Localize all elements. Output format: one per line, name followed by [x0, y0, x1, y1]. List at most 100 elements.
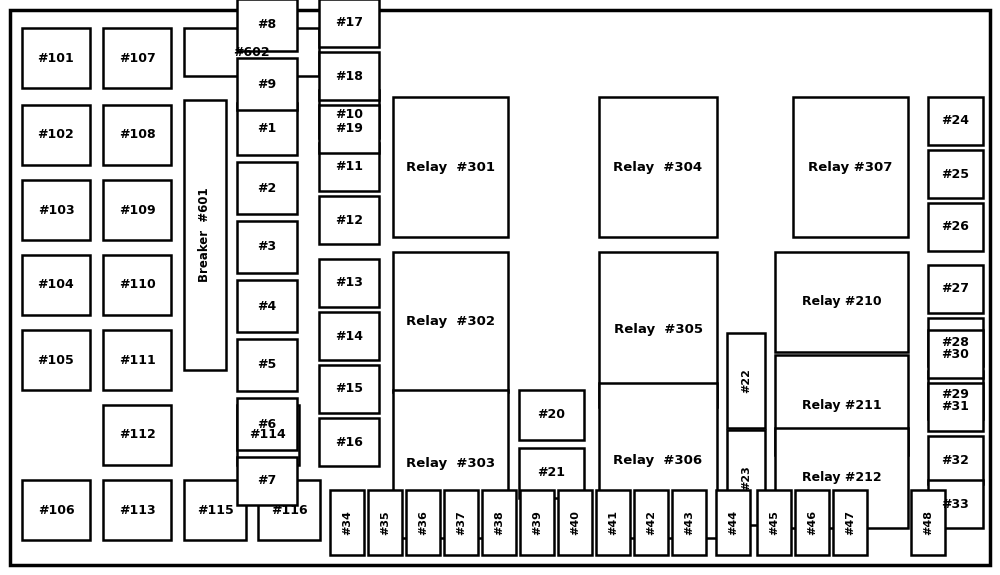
Bar	[237, 0, 297, 51]
Bar	[928, 480, 983, 528]
Text: #5: #5	[257, 358, 277, 371]
Text: #108: #108	[119, 128, 155, 141]
Bar	[22, 180, 90, 240]
Text: #25: #25	[942, 167, 970, 181]
Bar	[330, 490, 364, 555]
Bar	[22, 480, 90, 540]
Text: #18: #18	[335, 70, 363, 82]
Text: Breaker  #601: Breaker #601	[198, 187, 212, 282]
Bar	[716, 490, 750, 555]
Text: Relay #212: Relay #212	[802, 472, 881, 485]
Text: #109: #109	[119, 204, 155, 217]
Bar	[237, 221, 297, 273]
Bar	[596, 490, 630, 555]
Text: #113: #113	[119, 504, 155, 516]
Text: #27: #27	[942, 282, 970, 296]
Text: #14: #14	[335, 329, 363, 343]
Text: #42: #42	[646, 510, 656, 535]
Text: #47: #47	[845, 510, 855, 535]
Text: #12: #12	[335, 213, 363, 227]
Bar	[258, 480, 320, 540]
Bar	[237, 398, 297, 450]
Text: #22: #22	[741, 368, 751, 393]
Text: #35: #35	[380, 510, 390, 535]
Text: #24: #24	[942, 114, 970, 128]
Text: #1: #1	[257, 122, 277, 136]
Text: Relay #211: Relay #211	[802, 398, 881, 412]
Text: #17: #17	[335, 17, 363, 29]
Bar	[103, 405, 171, 465]
Text: #7: #7	[257, 474, 277, 488]
Text: #34: #34	[342, 510, 352, 535]
Text: #8: #8	[257, 18, 277, 32]
Text: #3: #3	[257, 240, 277, 254]
Text: #33: #33	[942, 497, 969, 511]
Text: Relay  #305: Relay #305	[614, 323, 702, 336]
Text: #13: #13	[335, 277, 363, 289]
Bar	[319, 312, 379, 360]
Bar	[319, 196, 379, 244]
Text: #32: #32	[942, 454, 969, 466]
Text: #9: #9	[257, 78, 277, 90]
Text: #107: #107	[119, 52, 155, 64]
Text: Relay #210: Relay #210	[802, 296, 881, 309]
Text: #15: #15	[335, 382, 363, 396]
Text: #21: #21	[538, 466, 566, 480]
Bar	[406, 490, 440, 555]
Text: #102: #102	[38, 128, 74, 141]
Bar	[775, 355, 908, 455]
Bar	[482, 490, 516, 555]
Bar	[103, 330, 171, 390]
Bar	[519, 448, 584, 498]
Bar	[833, 490, 867, 555]
Text: #41: #41	[608, 510, 618, 535]
Bar	[319, 259, 379, 307]
Bar	[103, 480, 171, 540]
Bar	[928, 383, 983, 431]
Bar	[393, 252, 508, 392]
Text: #2: #2	[257, 182, 277, 194]
Bar	[928, 97, 983, 145]
Bar	[237, 280, 297, 332]
Bar	[519, 390, 584, 440]
Bar	[103, 105, 171, 165]
Bar	[558, 490, 592, 555]
Bar	[757, 490, 791, 555]
Text: #116: #116	[271, 504, 307, 516]
Bar	[319, 52, 379, 100]
Text: #30: #30	[942, 347, 969, 361]
Text: #29: #29	[942, 389, 969, 401]
Text: Relay  #302: Relay #302	[406, 316, 495, 328]
Bar	[319, 365, 379, 413]
Bar	[928, 371, 983, 419]
Bar	[319, 0, 379, 47]
Bar	[795, 490, 829, 555]
Text: Relay #307: Relay #307	[808, 160, 893, 174]
Text: Relay  #306: Relay #306	[613, 454, 703, 467]
Bar	[727, 333, 765, 428]
Text: Relay  #304: Relay #304	[613, 160, 703, 174]
Text: #111: #111	[119, 354, 155, 366]
Bar	[928, 150, 983, 198]
Text: Relay  #303: Relay #303	[406, 458, 495, 470]
Text: #101: #101	[38, 52, 74, 64]
Text: #23: #23	[741, 465, 751, 490]
Bar	[22, 28, 90, 88]
Text: #36: #36	[418, 510, 428, 535]
Text: #44: #44	[728, 510, 738, 535]
Bar	[237, 405, 299, 465]
Text: #26: #26	[942, 220, 969, 233]
Bar	[22, 330, 90, 390]
Text: #11: #11	[335, 160, 363, 174]
Text: #40: #40	[570, 510, 580, 535]
Text: #602: #602	[233, 45, 270, 59]
Bar	[319, 143, 379, 191]
Text: #4: #4	[257, 300, 277, 312]
Text: #20: #20	[538, 408, 566, 421]
Bar	[444, 490, 478, 555]
Text: #39: #39	[532, 510, 542, 535]
Bar	[22, 105, 90, 165]
Text: #43: #43	[684, 510, 694, 535]
Bar	[928, 318, 983, 366]
Text: #28: #28	[942, 335, 969, 348]
